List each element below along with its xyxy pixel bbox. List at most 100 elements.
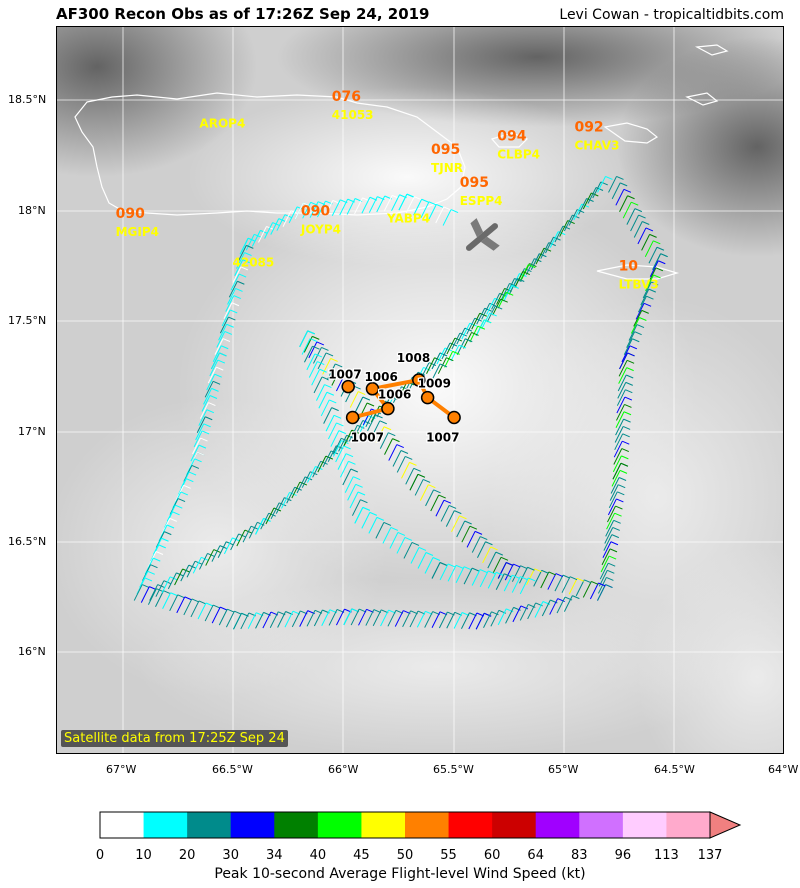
wind-barb bbox=[206, 373, 222, 391]
colorbar-tick-label: 20 bbox=[178, 848, 196, 863]
wind-barb bbox=[563, 595, 580, 612]
station-speed-label: 095 bbox=[431, 142, 460, 158]
wind-barb bbox=[617, 381, 633, 399]
station-layer[interactable]: AROP407641053095TJNR094CLBP4092CHAV3095E… bbox=[116, 89, 659, 292]
wind-barb bbox=[446, 337, 463, 355]
wind-barb bbox=[221, 309, 238, 327]
station-id-label[interactable]: LTBV3 bbox=[619, 278, 659, 292]
station-id-label[interactable]: ESPP4 bbox=[460, 194, 503, 208]
wind-barb bbox=[603, 534, 620, 551]
wind-barb bbox=[396, 455, 413, 473]
pressure-label: 1008 bbox=[397, 351, 430, 365]
wind-barb bbox=[332, 440, 349, 457]
pressure-marker[interactable] bbox=[420, 390, 435, 405]
wind-barb bbox=[322, 357, 338, 375]
wind-barb bbox=[497, 562, 514, 579]
station-id-label[interactable]: 42085 bbox=[233, 256, 275, 270]
wind-barb bbox=[337, 453, 354, 470]
wind-barb bbox=[348, 424, 365, 442]
wind-barb bbox=[463, 331, 479, 349]
wind-barb bbox=[212, 345, 229, 362]
wind-barb bbox=[155, 590, 171, 607]
wind-barb bbox=[331, 369, 348, 386]
wind-barb bbox=[612, 462, 629, 480]
wind-barb bbox=[225, 295, 241, 312]
wind-barb bbox=[435, 499, 452, 517]
wind-barb bbox=[317, 352, 334, 370]
wind-barb bbox=[623, 338, 640, 355]
puerto-rico-coastline bbox=[74, 92, 466, 216]
wind-barb bbox=[204, 380, 221, 398]
station-id-label[interactable]: JOYP4 bbox=[300, 223, 341, 237]
pressure-marker[interactable] bbox=[447, 410, 461, 425]
wind-barb bbox=[427, 203, 444, 221]
pressure-label: 1007 bbox=[328, 368, 361, 382]
wind-barb bbox=[519, 566, 535, 584]
pressure-marker[interactable] bbox=[381, 401, 395, 416]
wind-barb bbox=[426, 357, 442, 374]
wind-barb bbox=[228, 280, 245, 298]
wind-barb bbox=[176, 596, 192, 614]
wind-barb bbox=[495, 573, 512, 590]
wind-barb bbox=[354, 506, 371, 524]
station-id-label[interactable]: TJNR bbox=[431, 161, 463, 175]
station-id-label[interactable]: YABP4 bbox=[386, 212, 430, 226]
pressure-marker[interactable] bbox=[345, 410, 360, 425]
pressure-label: 1007 bbox=[351, 430, 384, 444]
station-id-label[interactable]: 41053 bbox=[332, 108, 374, 122]
wind-barb bbox=[405, 196, 422, 213]
wind-barb bbox=[621, 345, 638, 363]
wind-barb bbox=[196, 416, 213, 433]
wind-barb bbox=[304, 345, 320, 363]
station-id-label[interactable]: CLBP4 bbox=[497, 148, 540, 162]
wind-barb bbox=[492, 556, 509, 574]
map-frame[interactable]: 1007 1007 1006 1006 1008 1009 1007 AROP4 076 410… bbox=[56, 26, 784, 754]
wind-barb bbox=[255, 517, 271, 535]
wind-barb bbox=[461, 525, 478, 543]
wind-barb bbox=[308, 361, 325, 378]
wind-barb bbox=[307, 466, 323, 483]
wind-barb bbox=[230, 273, 247, 291]
wind-barb bbox=[496, 287, 512, 305]
pressure-marker[interactable] bbox=[412, 373, 426, 387]
wind-barb bbox=[456, 327, 473, 345]
wind-barb bbox=[410, 547, 427, 564]
wind-barb bbox=[633, 309, 649, 327]
coastlines bbox=[74, 44, 729, 280]
station-id-label[interactable]: CHAV3 bbox=[574, 139, 619, 153]
colorbar-swatch bbox=[274, 812, 319, 838]
wind-barb bbox=[431, 352, 448, 370]
lat-label: 18.5°N bbox=[8, 93, 47, 106]
wind-barb bbox=[511, 565, 528, 582]
station-id-label[interactable]: MGIP4 bbox=[116, 225, 159, 239]
wind-barb bbox=[469, 325, 486, 343]
colorbar-swatch bbox=[405, 812, 450, 838]
colorbar-tick-label: 30 bbox=[222, 848, 239, 863]
wind-barb bbox=[405, 467, 421, 485]
wind-barb bbox=[476, 307, 492, 325]
wind-barb bbox=[605, 519, 621, 537]
station-speed-label: 090 bbox=[301, 204, 330, 220]
pressure-marker[interactable] bbox=[365, 382, 380, 396]
wind-barb bbox=[204, 604, 221, 622]
wind-barb bbox=[332, 437, 349, 455]
colorbar-swatch bbox=[100, 812, 145, 838]
station-speed-label: 10 bbox=[619, 259, 639, 275]
wind-barb bbox=[471, 569, 488, 586]
station-id-label[interactable]: AROP4 bbox=[199, 117, 245, 131]
wind-barb bbox=[338, 434, 354, 452]
colorbar-swatch bbox=[143, 812, 188, 838]
wind-barb bbox=[183, 598, 200, 616]
wind-barb bbox=[471, 536, 488, 553]
station-speed-label: 090 bbox=[116, 206, 145, 222]
colorbar-swatch bbox=[622, 812, 667, 838]
wind-barb bbox=[441, 342, 458, 360]
pressure-marker[interactable] bbox=[341, 379, 355, 394]
wind-barb bbox=[214, 338, 231, 355]
wind-barb bbox=[207, 366, 224, 384]
lon-label: 65°W bbox=[548, 763, 579, 776]
wind-barb bbox=[444, 350, 460, 368]
wind-barb bbox=[615, 188, 632, 206]
